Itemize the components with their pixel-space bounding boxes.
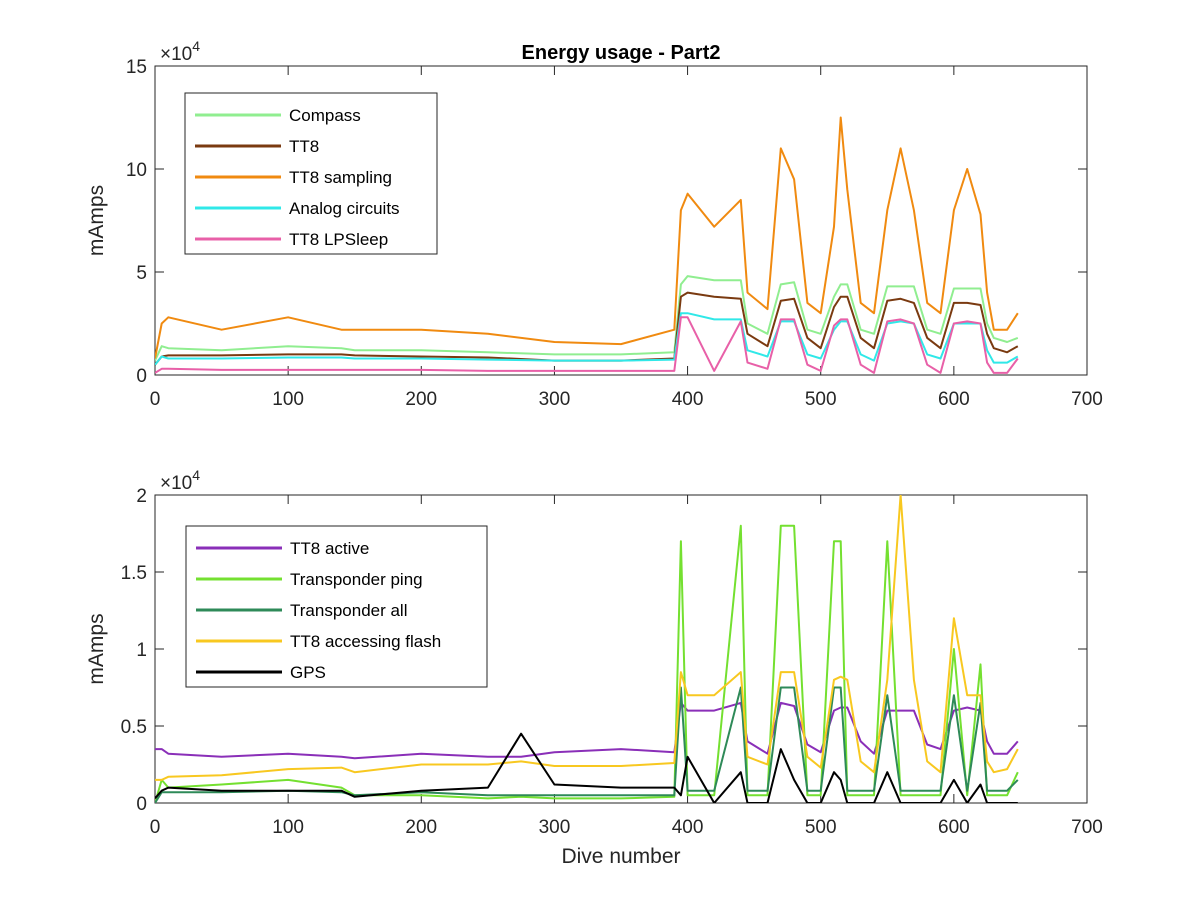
chart-1: 0 100 200 300 400 500 600 700 0 5 10 15 ×104 Energy u…: [85, 38, 1103, 410]
y-axis-label: mAmps: [85, 185, 108, 256]
x-tick-label: 600: [938, 817, 970, 838]
x-tick-label: 300: [539, 389, 571, 410]
x-tick-label: 100: [272, 817, 304, 838]
legend-label-transponder-all: Transponder all: [290, 601, 408, 620]
y-tick-label: 10: [126, 160, 147, 181]
y-tick-label: 15: [126, 57, 147, 78]
legend-box: [184, 92, 438, 255]
y-tick-label: 2: [136, 486, 147, 507]
series-line-compass: [155, 275, 1019, 362]
y-tick-label: 0: [136, 794, 147, 815]
x-tick-label: 100: [272, 389, 304, 410]
x-tick-label: 0: [150, 389, 161, 410]
y-exponent-base: ×10: [160, 473, 192, 494]
x-tick-label: 0: [150, 817, 161, 838]
y-tick-label: 5: [136, 263, 147, 284]
y-tick-label: 0: [136, 366, 147, 387]
y-exponent-label: ×104: [160, 467, 200, 494]
x-tick-label: 200: [405, 817, 437, 838]
legend-label-gps: GPS: [290, 663, 326, 682]
series-line-tt8-accessing-flash: [155, 495, 1019, 781]
legend-label-compass: Compass: [289, 106, 361, 125]
x-axis-label: Dive number: [561, 845, 680, 868]
legend-label-tt8-sampling: TT8 sampling: [289, 168, 392, 187]
x-tick-label: 400: [672, 817, 704, 838]
x-tick-label: 700: [1071, 389, 1103, 410]
legend-label-tt8-active: TT8 active: [290, 539, 369, 558]
legend-box: [185, 525, 488, 688]
series-line-gps: [155, 732, 1018, 803]
series-line-tt8-lpsleep: [155, 316, 1019, 374]
x-tick-label: 500: [805, 389, 837, 410]
y-tick-label: 0.5: [121, 717, 147, 738]
x-tick-label: 300: [539, 817, 571, 838]
x-tick-label: 200: [405, 389, 437, 410]
y-exponent-base: ×10: [160, 44, 192, 65]
y-axis-label: mAmps: [85, 613, 108, 684]
chart-2: 0 100 200 300 400 500 600 700 0 0.5 1 1.5 2 ×104 mAmps…: [85, 467, 1103, 868]
y-exponent-power: 4: [192, 467, 200, 483]
x-tick-label: 700: [1071, 817, 1103, 838]
x-tick-label: 500: [805, 817, 837, 838]
series-group: [155, 495, 1019, 803]
legend-label-tt8-accessing-flash: TT8 accessing flash: [290, 632, 441, 651]
chart-title: Energy usage - Part2: [522, 42, 721, 64]
legend-label-tt8-lpsleep: TT8 LPSleep: [289, 230, 388, 249]
legend: TT8 active Transponder ping Transponder al…: [185, 525, 488, 688]
series-line-tt8-sampling: [155, 116, 1019, 359]
legend-label-analog-circuits: Analog circuits: [289, 199, 400, 218]
y-exponent-power: 4: [192, 38, 200, 54]
legend: Compass TT8 TT8 sampling Analog circuits TT8…: [184, 92, 438, 255]
legend-label-transponder-ping: Transponder ping: [290, 570, 423, 589]
series-line-tt8: [155, 291, 1019, 366]
y-tick-label: 1: [136, 640, 147, 661]
series-group: [155, 116, 1019, 374]
series-line-transponder-ping: [155, 524, 1019, 803]
y-exponent-label: ×104: [160, 38, 200, 65]
x-tick-label: 400: [672, 389, 704, 410]
y-tick-label: 1.5: [121, 563, 147, 584]
legend-label-tt8: TT8: [289, 137, 319, 156]
x-tick-label: 600: [938, 389, 970, 410]
